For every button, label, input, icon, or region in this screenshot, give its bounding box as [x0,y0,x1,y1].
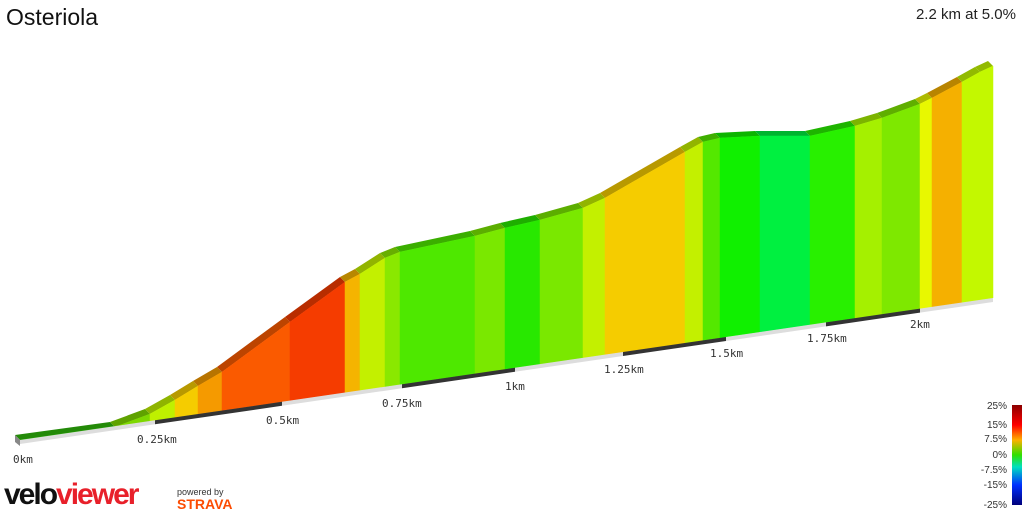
tick-label: 2km [910,318,930,331]
grade-segment [931,81,963,308]
legend-label: -25% [984,500,1007,511]
legend-label: -15% [984,480,1007,491]
legend-label: 7.5% [984,434,1007,445]
profile-side [15,435,20,446]
grade-segment [539,207,584,365]
grade-legend-bar [1012,405,1022,505]
tick-label: 1.75km [807,332,847,345]
grade-segment [919,97,933,309]
segment-top [680,137,703,152]
tick-label: 1km [505,380,525,393]
legend-label: 25% [987,401,1007,412]
grade-segment [759,135,811,333]
tick-label: 1.25km [604,363,644,376]
grade-segment [359,257,386,391]
grade-segment [881,103,921,315]
grade-segment [702,137,721,341]
grade-segment [344,273,361,393]
segment-top [850,113,882,126]
segment-top [915,93,932,104]
veloviewer-logo[interactable]: veloviewer [4,478,139,511]
distance-axis-band [623,336,726,356]
segment-top [15,422,115,440]
distance-axis-band [920,298,993,313]
segment-top [145,395,175,414]
segment-top [285,277,345,322]
segment-top [975,61,993,72]
distance-axis-band [282,384,402,406]
segment-top [957,67,980,82]
distance-axis-band [826,308,920,327]
segment-top [805,121,855,136]
legend-label: 0% [993,450,1008,461]
grade-segment [979,65,994,301]
legend-label: 15% [987,420,1007,431]
segment-top [193,367,222,386]
grade-segment [399,235,476,385]
segment-top [698,133,720,142]
segment-top [355,253,385,274]
grade-segment [854,117,883,319]
distance-axis-band [20,420,155,444]
climb-summary: 2.2 km at 5.0% [915,6,1016,23]
tick-label: 0.25km [137,433,177,446]
segment-top [217,317,290,372]
distance-axis-band [155,401,282,425]
segment-top [715,131,760,138]
grade-segment [809,125,856,325]
segment-top [755,131,810,136]
powered-by-label: powered by [177,487,224,497]
grade-segment [582,197,606,359]
tick-label: 0.5km [266,414,299,427]
segment-top [340,269,360,282]
distance-axis-band [726,322,826,341]
tick-label: 1.5km [710,347,743,360]
segment-top [927,77,962,98]
segment-top [110,409,150,427]
segment-top [877,99,920,118]
chart-title: Osteriola [6,4,99,30]
segment-top [470,223,505,236]
segment-top [578,193,605,208]
grade-segment [961,71,981,303]
grade-segment [719,135,761,339]
legend-label: -7.5% [981,465,1007,476]
grade-segment [604,151,686,355]
segment-top [380,247,400,258]
grade-segment [684,141,704,344]
grade-segment [504,219,541,370]
grade-segment [221,321,291,411]
grade-segment [384,251,401,388]
segment-top [535,203,583,220]
strava-logo[interactable]: STRAVA [177,496,233,512]
grade-segment [474,227,506,374]
tick-label: 0.75km [382,397,422,410]
segment-top [395,231,475,252]
segment-top [600,147,685,198]
segment-top [170,381,198,400]
segment-top [500,215,540,228]
tick-label: 0km [13,453,33,466]
distance-axis-band [515,351,623,372]
distance-axis-band [402,367,515,389]
